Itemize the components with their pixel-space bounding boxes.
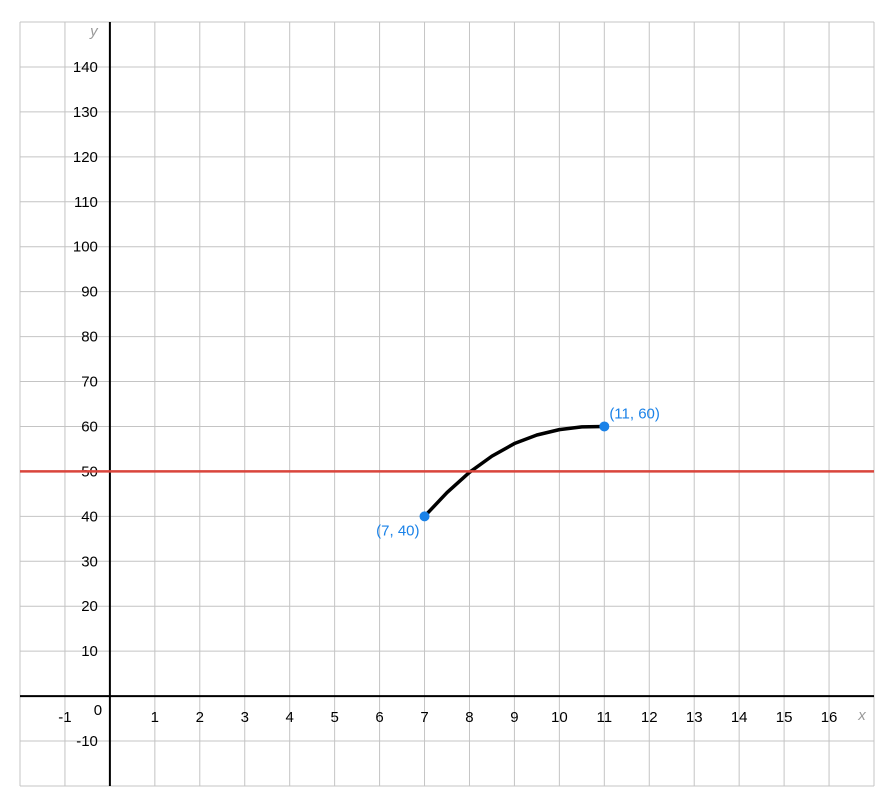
x-tick-label: 7	[420, 709, 428, 726]
y-tick-label: 80	[81, 329, 98, 346]
y-tick-label: 90	[81, 284, 98, 301]
data-point	[419, 511, 430, 522]
y-tick-label: 30	[81, 553, 98, 570]
x-tick-label: 12	[641, 709, 658, 726]
x-tick-label: 11	[597, 709, 613, 726]
x-tick-label: 9	[510, 709, 518, 726]
curve-series	[422, 424, 607, 519]
y-tick-label: 120	[73, 149, 98, 166]
y-tick-label: 70	[81, 374, 98, 391]
x-tick-label: -1	[58, 709, 71, 726]
y-tick-label: 10	[81, 643, 98, 660]
y-tick-label: 130	[73, 104, 98, 121]
x-tick-label: 8	[465, 709, 473, 726]
x-tick-label: 2	[196, 709, 204, 726]
x-tick-label: 13	[686, 709, 703, 726]
y-tick-label: 100	[73, 239, 98, 256]
x-tick-label: 1	[151, 709, 159, 726]
x-tick-label: 6	[375, 709, 383, 726]
x-tick-label: 4	[286, 709, 294, 726]
y-tick-label: 60	[81, 418, 98, 435]
x-axis-label: x	[857, 707, 866, 724]
origin-label: 0	[94, 702, 102, 719]
x-tick-label: 5	[330, 709, 338, 726]
x-tick-label: 10	[551, 709, 568, 726]
data-point	[599, 421, 610, 432]
axes	[20, 22, 874, 786]
x-tick-label: 3	[241, 709, 249, 726]
x-tick-label: 15	[776, 709, 793, 726]
point-label: (7, 40)	[376, 522, 419, 539]
series	[20, 424, 874, 519]
grid-lines	[19, 21, 875, 787]
x-tick-label: 14	[731, 709, 748, 726]
y-axis-label: y	[89, 23, 99, 40]
points: (7, 40) (11, 60)	[376, 405, 660, 539]
y-tick-label: 20	[81, 598, 98, 615]
y-tick-label: 110	[74, 194, 98, 211]
x-tick-labels: -1 1 2 3 4 5 6 7 8 9 10 11 12 13 14 15 16	[58, 709, 837, 726]
y-tick-label: -10	[76, 733, 98, 750]
y-tick-label: 40	[81, 508, 98, 525]
y-tick-label: 140	[73, 59, 98, 76]
point-label: (11, 60)	[609, 405, 660, 422]
x-tick-label: 16	[821, 709, 838, 726]
